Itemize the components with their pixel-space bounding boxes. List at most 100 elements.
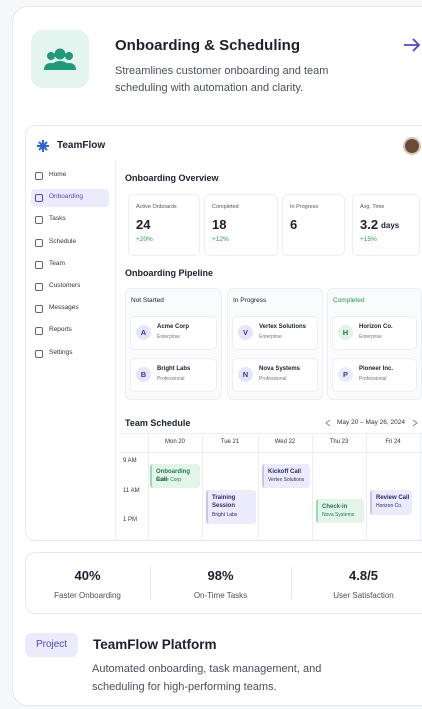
schedule-grid <box>120 433 422 434</box>
nav-icon <box>35 327 43 336</box>
nav-icon <box>35 238 43 247</box>
feature-description: Streamlines customer onboarding and team… <box>115 65 329 94</box>
stat-value: 24 <box>136 217 151 232</box>
sidebar-divider <box>115 160 116 540</box>
nav-item[interactable]: Team <box>49 259 65 267</box>
event-subtitle: Horizon Co. <box>376 503 403 509</box>
item-tier: Enterprise <box>157 334 180 340</box>
feature-icon <box>31 30 89 88</box>
item-tier: Professional <box>359 376 387 382</box>
nav-icon <box>35 194 43 203</box>
metric-label: User Satisfaction <box>333 591 394 600</box>
event-title: Check-in <box>322 504 348 510</box>
day-header-line <box>120 452 422 453</box>
nav-icon <box>35 172 43 180</box>
stat-card <box>282 194 345 256</box>
metric-divider <box>291 567 292 599</box>
project-description: Automated onboarding, task management, a… <box>92 663 322 693</box>
day-label: Wed 22 <box>274 439 296 445</box>
open-arrow[interactable] <box>403 37 421 53</box>
day-label: Thu 23 <box>329 439 349 445</box>
item-name: Acme Corp <box>157 324 190 330</box>
time-label: 1 PM <box>123 517 138 523</box>
day-label: Tue 21 <box>220 439 240 445</box>
grid-line <box>420 433 421 540</box>
item-avatar: H <box>338 325 353 340</box>
metric-label: On-Time Tasks <box>193 591 248 600</box>
pipeline-column-name: Completed <box>333 297 365 304</box>
event-subtitle: Bright Labs <box>212 512 238 518</box>
nav-item[interactable]: Settings <box>49 348 73 356</box>
item-avatar: V <box>238 325 253 340</box>
event[interactable]: Kickoff Call Vertex Solutions <box>262 464 310 488</box>
event-subtitle: Acme Corp <box>156 477 182 483</box>
grid-line <box>366 433 367 540</box>
stat-label: In Progress <box>290 204 319 210</box>
stat-value: 3.2 <box>360 217 379 232</box>
stat-label: Avg. Time <box>360 204 385 210</box>
metrics-card <box>25 552 422 614</box>
pipeline-title: Onboarding Pipeline <box>125 268 214 278</box>
event[interactable]: Onboarding Call Acme Corp <box>150 464 200 488</box>
nav-item[interactable]: Onboarding <box>49 193 83 201</box>
item-tier: Professional <box>157 376 185 382</box>
day-label: Mon 20 <box>164 439 185 445</box>
stat-card <box>352 194 420 256</box>
metric-value: 4.8/5 <box>349 568 378 583</box>
nav-item[interactable]: Tasks <box>49 215 66 223</box>
stat-value: 6 <box>290 217 298 232</box>
nav-icon <box>35 349 43 358</box>
event-subtitle: Nova Systems <box>322 512 355 518</box>
brand-logo <box>37 140 49 152</box>
item-name: Pioneer Inc. <box>359 366 394 372</box>
next-week[interactable] <box>411 419 419 427</box>
event-title: Kickoff Call <box>268 469 302 475</box>
schedule-range: May 20 – May 26, 2024 <box>337 419 405 426</box>
pipeline-column-name: In Progress <box>233 297 267 304</box>
feature-title: Onboarding & Scheduling <box>115 37 300 54</box>
stat-card <box>128 194 200 256</box>
team-icon <box>44 48 76 70</box>
nav-item[interactable]: Messages <box>49 304 79 312</box>
schedule-title: Team Schedule <box>125 418 191 428</box>
event[interactable]: Review Call Horizon Co. <box>370 490 412 515</box>
nav-item[interactable]: Reports <box>49 326 72 334</box>
nav-icon <box>35 216 43 225</box>
nav-item[interactable]: Home <box>49 171 67 178</box>
item-avatar: A <box>136 325 151 340</box>
prev-week[interactable] <box>324 419 332 427</box>
item-avatar: N <box>238 367 253 382</box>
nav-item[interactable]: Customers <box>49 282 81 289</box>
stat-change: +12% <box>212 236 229 243</box>
event[interactable]: Training Session Bright Labs <box>206 490 256 524</box>
stat-change: +20% <box>136 236 153 243</box>
avatar[interactable] <box>403 137 421 155</box>
item-name: Vertex Solutions <box>259 324 307 330</box>
metric-label: Faster Onboarding <box>54 591 121 600</box>
metric-divider <box>150 567 151 599</box>
item-name: Bright Labs <box>157 366 191 372</box>
grid-line <box>202 433 203 540</box>
nav-icon <box>35 283 43 291</box>
event-title: Review Call <box>376 495 410 501</box>
time-label: 9 AM <box>123 458 137 464</box>
item-avatar: P <box>338 367 353 382</box>
grid-line <box>258 433 259 540</box>
item-name: Horizon Co. <box>359 324 393 330</box>
event-subtitle: Vertex Solutions <box>268 477 305 483</box>
nav-item[interactable]: Schedule <box>49 237 77 245</box>
metric-value: 40% <box>74 568 101 583</box>
event[interactable]: Check-in Nova Systems <box>316 499 364 523</box>
nav-icon <box>35 305 43 314</box>
stat-label: Active Onboards <box>136 204 177 210</box>
item-tier: Enterprise <box>359 334 382 340</box>
stat-change: +15% <box>360 236 377 243</box>
item-name: Nova Systems <box>259 366 301 372</box>
grid-line <box>148 433 149 540</box>
stat-unit: days <box>381 221 400 230</box>
day-label: Fri 24 <box>385 439 401 445</box>
pipeline-column-name: Not Started <box>131 297 164 304</box>
nav-icon <box>35 260 43 269</box>
item-avatar: B <box>136 367 151 382</box>
